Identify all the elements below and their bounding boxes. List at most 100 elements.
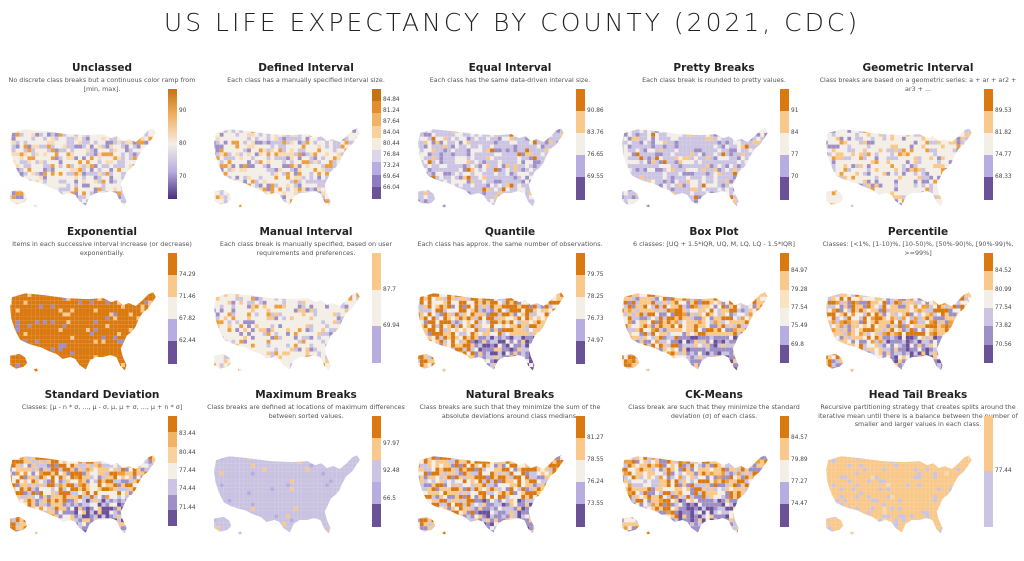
county-cell xyxy=(39,125,43,129)
county-cell xyxy=(663,141,667,145)
county-cell xyxy=(925,156,929,160)
county-cell xyxy=(494,176,498,180)
county-cell xyxy=(105,344,109,348)
choropleth-map xyxy=(822,114,978,222)
county-cell xyxy=(675,156,679,160)
county-cell xyxy=(667,149,671,153)
county-cell xyxy=(494,207,498,211)
county-cell xyxy=(929,156,933,160)
county-cell xyxy=(20,320,24,324)
county-cell xyxy=(486,180,490,184)
county-cell xyxy=(27,289,31,293)
county-cell xyxy=(875,125,879,129)
county-cell xyxy=(333,152,337,156)
county-cell xyxy=(957,152,961,156)
county-cell xyxy=(745,199,749,203)
county-cell xyxy=(129,199,133,203)
county-cell xyxy=(537,188,541,192)
county-cell xyxy=(239,156,243,160)
county-cell xyxy=(109,324,113,328)
county-cell xyxy=(8,129,12,133)
county-cell xyxy=(144,184,148,188)
county-cell xyxy=(840,125,844,129)
county-cell xyxy=(824,172,828,176)
county-cell xyxy=(678,152,682,156)
county-cell xyxy=(745,156,749,160)
county-cell xyxy=(356,156,360,160)
county-cell xyxy=(729,172,733,176)
county-cell xyxy=(643,188,647,192)
county-cell xyxy=(517,176,521,180)
county-cell xyxy=(259,172,263,176)
county-cell xyxy=(556,176,560,180)
county-cell xyxy=(552,137,556,141)
county-cell xyxy=(667,156,671,160)
county-cell xyxy=(216,172,220,176)
county-cell xyxy=(552,160,556,164)
county-cell xyxy=(133,309,137,313)
county-cell xyxy=(82,316,86,320)
county-cell xyxy=(329,141,333,145)
county-cell xyxy=(51,160,55,164)
county-cell xyxy=(251,203,255,207)
county-cell xyxy=(27,188,31,192)
county-cell xyxy=(882,145,886,149)
county-cell xyxy=(871,149,875,153)
county-cell xyxy=(8,289,12,293)
county-cell xyxy=(294,176,298,180)
county-cell xyxy=(255,145,259,149)
county-cell xyxy=(972,164,976,168)
county-cell xyxy=(871,152,875,156)
county-cell xyxy=(428,141,432,145)
county-cell xyxy=(655,156,659,160)
county-cell xyxy=(102,324,106,328)
county-cell xyxy=(863,203,867,207)
county-cell xyxy=(333,191,337,195)
county-cell xyxy=(94,340,98,344)
county-cell xyxy=(545,168,549,172)
county-cell xyxy=(286,156,290,160)
county-cell xyxy=(733,207,737,211)
county-cell xyxy=(690,156,694,160)
county-cell xyxy=(867,168,871,172)
county-cell xyxy=(74,348,78,352)
county-cell xyxy=(286,199,290,203)
county-cell xyxy=(513,199,517,203)
county-cell xyxy=(255,156,259,160)
county-cell xyxy=(94,149,98,153)
legend-tick-label: 89.53 xyxy=(995,108,1012,114)
county-cell xyxy=(66,332,70,336)
county-cell xyxy=(313,145,317,149)
county-cell xyxy=(675,176,679,180)
county-cell xyxy=(533,168,537,172)
county-cell xyxy=(960,184,964,188)
county-cell xyxy=(863,172,867,176)
county-cell xyxy=(286,141,290,145)
county-cell xyxy=(513,203,517,207)
county-cell xyxy=(843,152,847,156)
county-cell xyxy=(98,145,102,149)
county-cell xyxy=(690,149,694,153)
county-cell xyxy=(725,184,729,188)
county-cell xyxy=(231,164,235,168)
county-cell xyxy=(859,203,863,207)
county-cell xyxy=(836,180,840,184)
county-cell xyxy=(270,141,274,145)
county-cell xyxy=(43,191,47,195)
county-cell xyxy=(424,184,428,188)
county-cell xyxy=(745,191,749,195)
county-cell xyxy=(113,320,117,324)
county-cell xyxy=(356,176,360,180)
county-cell xyxy=(706,145,710,149)
county-cell xyxy=(756,176,760,180)
county-cell xyxy=(306,129,310,133)
county-cell xyxy=(682,180,686,184)
county-cell xyxy=(78,336,82,340)
county-cell xyxy=(628,195,632,199)
county-cell xyxy=(960,188,964,192)
county-cell xyxy=(949,203,953,207)
county-cell xyxy=(549,125,553,129)
county-cell xyxy=(63,293,67,297)
county-cell xyxy=(482,137,486,141)
county-cell xyxy=(224,184,228,188)
